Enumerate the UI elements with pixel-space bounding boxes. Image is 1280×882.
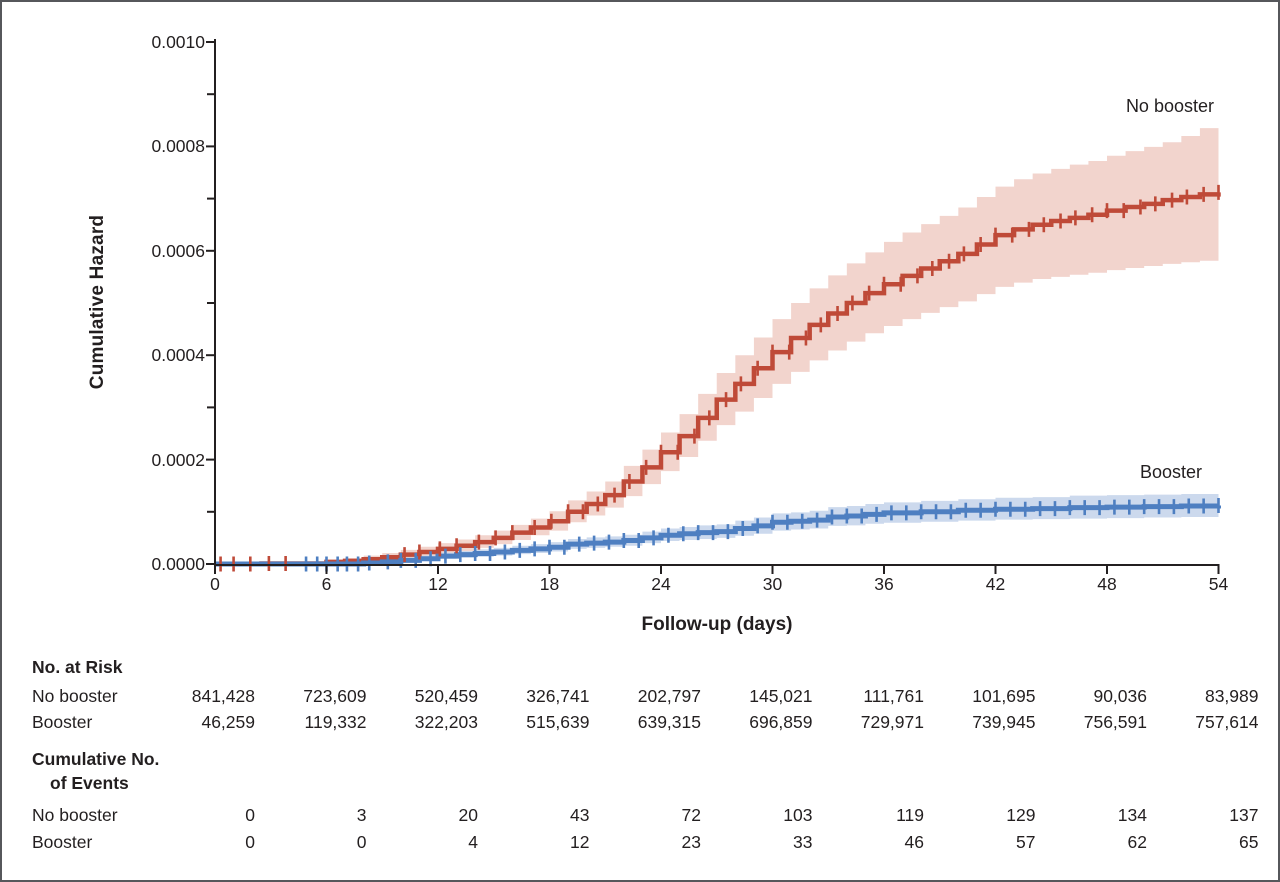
table-cell: 46,259 (201, 712, 255, 732)
events-row-label-booster: Booster (32, 832, 93, 852)
table-cell: 0 (356, 832, 367, 852)
x-axis-title: Follow-up (days) (641, 614, 793, 635)
table-cell: 43 (570, 805, 590, 825)
table-cell: 756,591 (1083, 712, 1147, 732)
table-cell: 0 (245, 805, 255, 825)
events-row-label-no-booster: No booster (32, 805, 118, 825)
x-tick-label: 0 (210, 574, 220, 594)
table-cell: 841,428 (191, 686, 255, 706)
x-tick-label: 48 (1097, 574, 1117, 594)
table-cell: 33 (793, 832, 813, 852)
table-cell: 23 (681, 832, 701, 852)
confidence-band-booster (215, 491, 1219, 564)
table-cell: 62 (1127, 832, 1147, 852)
y-tick-label: 0.0002 (151, 449, 205, 470)
at-risk-row-label-no-booster: No booster (32, 686, 118, 706)
at-risk-row-label-booster: Booster (32, 712, 93, 732)
at-risk-table-title: No. at Risk (32, 657, 123, 677)
x-tick-label: 6 (321, 574, 332, 594)
table-cell: 101,695 (972, 686, 1036, 706)
x-tick-label: 30 (762, 574, 783, 594)
table-cell: 111,761 (863, 686, 924, 706)
table-cell: 46 (904, 832, 924, 852)
series-label-booster: Booster (1139, 462, 1202, 482)
y-tick-label: 0.0000 (151, 554, 205, 574)
table-cell: 729,971 (860, 712, 924, 732)
table-cell: 757,614 (1195, 712, 1259, 732)
table-cell: 520,459 (414, 686, 478, 706)
y-tick-label: 0.0006 (151, 240, 205, 261)
table-cell: 739,945 (972, 712, 1036, 732)
x-tick-label: 36 (874, 574, 894, 594)
table-cell: 137 (1229, 805, 1259, 825)
table-cell: 202,797 (637, 686, 701, 706)
events-table-title-line2: of Events (50, 773, 129, 793)
y-tick-label: 0.0008 (151, 136, 205, 157)
table-cell: 326,741 (526, 686, 590, 706)
hazard-curve-no-booster (215, 192, 1221, 567)
table-cell: 83,989 (1204, 686, 1259, 706)
x-tick-label: 42 (985, 574, 1006, 594)
y-axis-title: Cumulative Hazard (87, 214, 108, 390)
table-cell: 322,203 (414, 712, 478, 732)
series-label-no-booster: No booster (1125, 96, 1214, 116)
table-cell: 639,315 (637, 712, 701, 732)
table-cell: 145,021 (749, 686, 813, 706)
table-cell: 72 (681, 805, 701, 825)
y-tick-label: 0.0004 (151, 345, 205, 366)
events-table-title-line1: Cumulative No. (32, 749, 160, 769)
table-cell: 4 (468, 832, 478, 852)
x-tick-label: 12 (428, 574, 448, 594)
table-cell: 134 (1117, 805, 1147, 825)
x-tick-label: 54 (1208, 574, 1229, 594)
table-cell: 65 (1239, 832, 1259, 852)
table-cell: 57 (1016, 832, 1036, 852)
y-tick-label: 0.0010 (151, 32, 205, 52)
table-cell: 515,639 (526, 712, 590, 732)
table-cell: 0 (245, 832, 255, 852)
table-cell: 696,859 (749, 712, 813, 732)
table-cell: 3 (356, 805, 367, 825)
table-cell: 20 (458, 805, 478, 825)
x-tick-label: 18 (539, 574, 560, 594)
table-cell: 119,332 (304, 712, 367, 732)
table-cell: 90,036 (1093, 686, 1147, 706)
x-tick-label: 24 (651, 574, 671, 594)
table-cell: 129 (1006, 805, 1036, 825)
table-cell: 103 (783, 805, 813, 825)
table-cell: 12 (570, 832, 590, 852)
table-cell: 723,609 (303, 686, 367, 706)
table-cell: 119 (896, 805, 924, 825)
confidence-band-no-booster (215, 120, 1219, 565)
